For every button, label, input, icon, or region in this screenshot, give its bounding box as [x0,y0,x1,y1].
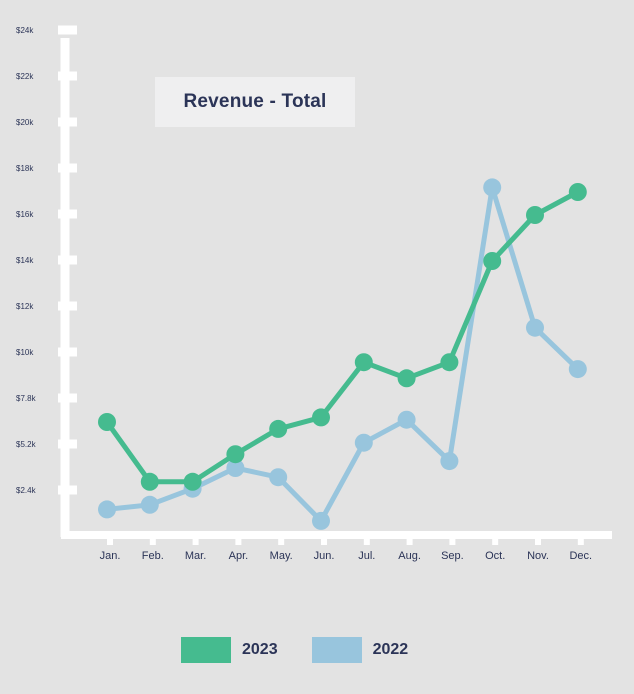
y-tick-label: $24k [16,26,34,35]
data-point-2022 [568,360,587,379]
y-tick-label: $14k [16,256,34,265]
data-point-2023 [226,445,245,464]
x-tick-mark [406,533,413,545]
series-line-2022 [104,184,581,524]
legend-swatch-2023 [181,637,231,663]
x-tick-mark [192,533,199,545]
y-tick-label: $5.2k [16,440,37,449]
y-tick-mark [58,25,77,35]
x-tick-mark [107,533,113,545]
y-tick-mark [58,485,77,495]
y-tick-label: $16k [16,210,34,219]
x-tick-mark [278,533,285,545]
data-point-2023 [140,472,159,491]
x-tick-label: Oct. [485,550,505,562]
data-point-2023 [483,252,502,270]
legend-item-2023: 2023 [181,637,278,663]
x-tick-mark [321,533,327,545]
legend-label-2022: 2022 [372,641,409,658]
data-point-2022 [226,459,245,477]
chart-title-text: Revenue - Total [183,91,327,112]
x-tick-label: Mar. [185,550,206,562]
y-tick-label: $12k [16,302,34,311]
x-tick-label: Jan. [100,550,121,562]
x-tick-label: Aug. [398,550,421,562]
chart-legend: 2023 2022 [181,637,442,663]
x-tick-label: Dec. [569,550,592,562]
legend-item-2022: 2022 [311,637,409,663]
data-point-2022 [140,495,159,514]
data-point-2022 [483,178,502,197]
y-tick-mark [58,209,77,219]
y-tick-mark [58,163,77,173]
data-point-2023 [183,472,202,491]
data-point-2022 [397,410,416,429]
x-tick-label: Nov. [527,550,549,562]
data-point-2022 [312,511,330,530]
x-tick-mark [492,533,499,545]
x-tick-mark [149,533,156,545]
data-point-2023 [354,353,373,372]
data-point-2023 [269,419,288,438]
x-tick-mark [363,533,370,545]
y-tick-mark [58,393,77,403]
x-tick-mark [535,533,541,545]
data-point-2022 [354,433,373,452]
data-point-2023 [440,353,459,372]
y-tick-label: $10k [16,348,34,357]
data-point-2022 [98,500,116,519]
x-tick-label: Sep. [441,550,464,562]
x-tick-mark [577,533,584,545]
y-tick-label: $18k [16,164,34,173]
data-point-2023 [98,413,116,431]
x-tick-label: Apr. [229,550,249,562]
y-tick-label: $7.8k [16,394,37,403]
y-tick-mark [58,71,77,81]
x-tick-mark [235,533,242,545]
y-tick-mark [58,117,77,127]
y-tick-label: $2.4k [16,486,37,495]
y-tick-mark [58,439,77,449]
x-tick-label: Jul. [358,550,375,562]
data-point-2022 [440,452,459,471]
chart-title: Revenue - Total [155,77,355,127]
y-tick-mark [58,301,77,311]
data-point-2023 [312,408,330,427]
x-tick-mark [449,533,456,545]
y-tick-mark [58,347,77,357]
x-tick-label: Feb. [142,550,164,562]
data-point-2023 [568,183,587,201]
x-tick-label: May. [270,550,293,562]
legend-swatch-2022 [311,637,362,663]
data-point-2022 [269,468,288,487]
data-point-2023 [526,206,544,224]
data-point-2023 [397,369,416,388]
legend-label-2023: 2023 [242,641,278,658]
data-point-2022 [526,318,544,337]
x-tick-label: Jun. [314,550,335,562]
y-tick-label: $20k [16,118,34,127]
y-tick-mark [58,255,77,265]
y-tick-label: $22k [16,72,34,81]
